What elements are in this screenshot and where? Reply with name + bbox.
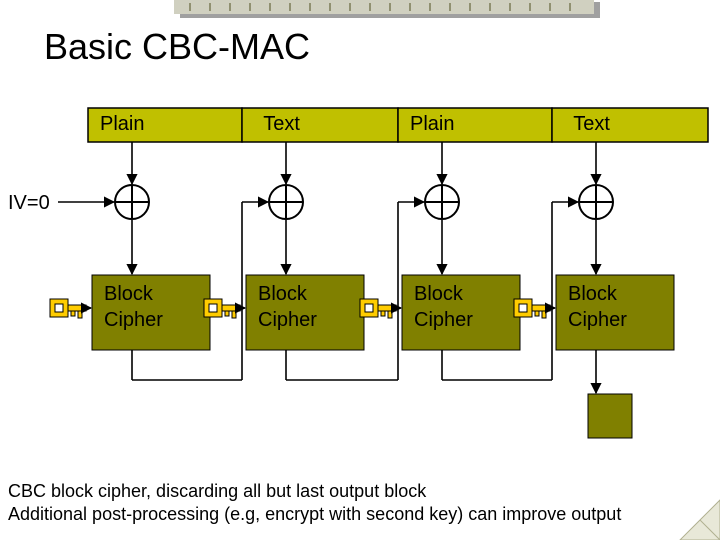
cipher-label-bottom: Cipher: [414, 309, 473, 332]
cipher-label-top: Block: [568, 283, 617, 306]
cipher-label-bottom: Cipher: [258, 309, 317, 332]
cipher-label-bottom: Cipher: [568, 309, 627, 332]
cipher-label-top: Block: [258, 283, 307, 306]
footer-line-2: Additional post-processing (e.g, encrypt…: [8, 503, 621, 526]
plaintext-label: Plain: [410, 113, 454, 136]
top-ornament: [174, 0, 600, 18]
plaintext-label: Text: [568, 113, 610, 136]
cipher-label-top: Block: [414, 283, 463, 306]
cipher-label-top: Block: [104, 283, 153, 306]
output-box: [588, 394, 632, 438]
footer-text: CBC block cipher, discarding all but las…: [8, 480, 621, 527]
footer-line-1: CBC block cipher, discarding all but las…: [8, 480, 621, 503]
diagram-canvas: [0, 0, 720, 540]
plaintext-label: Plain: [100, 113, 144, 136]
iv-label: IV=0: [8, 192, 50, 215]
xor-nodes: [115, 185, 613, 219]
plaintext-label: Text: [258, 113, 300, 136]
cipher-label-bottom: Cipher: [104, 309, 163, 332]
plaintext-boxes: [88, 108, 708, 142]
page-title: Basic CBC-MAC: [44, 26, 310, 68]
